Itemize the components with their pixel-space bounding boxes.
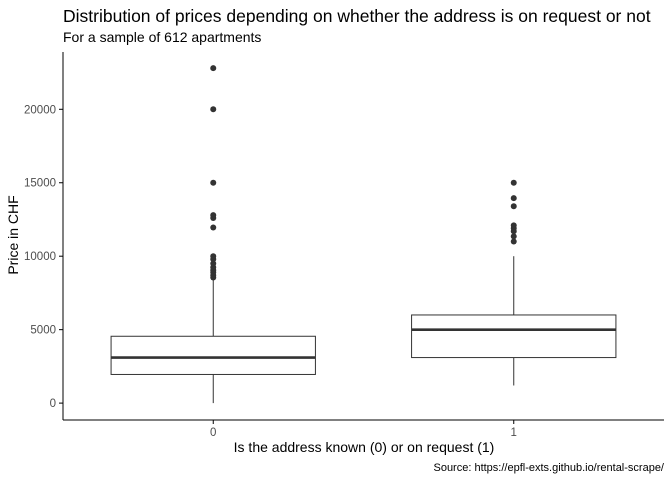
box-group-0 bbox=[110, 65, 316, 404]
chart-title: Distribution of prices depending on whet… bbox=[63, 6, 651, 26]
y-tick-label: 20000 bbox=[24, 104, 56, 116]
outlier-point bbox=[510, 195, 517, 202]
y-tick-label: 0 bbox=[50, 398, 56, 410]
chart-caption: Source: https://epfl-exts.github.io/rent… bbox=[433, 462, 664, 474]
y-tick-label: 5000 bbox=[30, 325, 56, 337]
outlier-point bbox=[510, 238, 517, 245]
outlier-point bbox=[510, 222, 517, 229]
outlier-point bbox=[510, 203, 517, 210]
plot-area bbox=[110, 65, 617, 404]
outlier-point bbox=[510, 233, 517, 240]
y-tick-label: 10000 bbox=[24, 251, 56, 263]
x-tick-label: 1 bbox=[511, 427, 517, 439]
outlier-point bbox=[210, 260, 217, 267]
x-tick-label: 0 bbox=[210, 427, 216, 439]
iqr-box bbox=[110, 335, 316, 375]
outlier-point bbox=[210, 253, 217, 260]
outlier-point bbox=[210, 65, 217, 72]
outlier-point bbox=[510, 179, 517, 186]
y-axis-title: Price in CHF bbox=[5, 195, 21, 274]
outlier-point bbox=[210, 106, 217, 113]
axes: 0 5000 10000 15000 20000 0 1 bbox=[24, 52, 664, 439]
x-axis-title: Is the address known (0) or on request (… bbox=[234, 439, 495, 455]
outlier-point bbox=[210, 224, 217, 231]
iqr-box bbox=[411, 314, 617, 359]
y-tick-label: 15000 bbox=[24, 178, 56, 190]
box-group-1 bbox=[411, 179, 617, 386]
chart-subtitle: For a sample of 612 apartments bbox=[63, 29, 261, 45]
outlier-point bbox=[210, 179, 217, 186]
outlier-point bbox=[210, 212, 217, 219]
